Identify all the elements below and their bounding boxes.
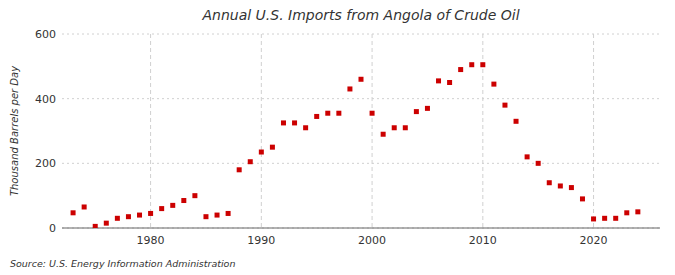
point — [237, 167, 242, 172]
point — [148, 211, 153, 216]
point — [170, 203, 175, 208]
point — [137, 213, 142, 218]
y-grid-line — [62, 228, 660, 229]
y-grid-line — [62, 163, 660, 164]
point — [403, 125, 408, 130]
point — [270, 145, 275, 150]
point — [314, 114, 319, 119]
point — [624, 210, 629, 215]
chart: 0 200 400 600 1980 1990 2000 2010 2020 Annual U.S… — [0, 0, 675, 275]
point — [525, 154, 530, 159]
point — [359, 77, 364, 82]
points — [71, 62, 641, 228]
point — [536, 161, 541, 166]
point — [292, 120, 297, 125]
x-tick-label: 2020 — [580, 234, 608, 247]
point — [447, 80, 452, 85]
x-tick-label: 2010 — [469, 234, 497, 247]
point — [425, 106, 430, 111]
y-tick-label: 600 — [35, 28, 56, 41]
x-grid-line — [150, 34, 151, 228]
point — [93, 224, 98, 228]
point — [569, 185, 574, 190]
grid — [62, 34, 660, 228]
point — [580, 196, 585, 201]
annotation: Source: U.S. Energy Information Administ… — [10, 258, 235, 269]
y-tick-label: 0 — [49, 222, 56, 235]
tick-labels: 0 200 400 600 1980 1990 2000 2010 2020 — [35, 28, 608, 247]
point — [347, 86, 352, 91]
title: Annual U.S. Imports from Angola of Crude… — [201, 7, 519, 23]
x-grid-line — [372, 34, 373, 228]
point — [325, 111, 330, 116]
point — [192, 193, 197, 198]
point — [370, 111, 375, 116]
x-grid-line — [593, 34, 594, 228]
point — [259, 150, 264, 155]
point — [558, 183, 563, 188]
y-tick-label: 200 — [35, 157, 56, 170]
point — [602, 216, 607, 221]
point — [458, 67, 463, 72]
point — [469, 62, 474, 67]
point — [281, 120, 286, 125]
point — [115, 216, 120, 221]
point — [71, 210, 76, 215]
x-axis-line — [62, 228, 660, 229]
point — [126, 214, 131, 219]
point — [502, 103, 507, 108]
point — [82, 204, 87, 209]
point — [381, 132, 386, 137]
point — [215, 213, 220, 218]
x-tick-label: 1980 — [137, 234, 165, 247]
point — [336, 111, 341, 116]
point — [613, 216, 618, 221]
point — [491, 82, 496, 87]
point — [203, 214, 208, 219]
y-tick-label: 400 — [35, 93, 56, 106]
y-grid-line — [62, 34, 660, 35]
point — [591, 216, 596, 221]
x-grid-line — [261, 34, 262, 228]
x-tick-label: 1990 — [247, 234, 275, 247]
y-grid-line — [62, 98, 660, 99]
point — [392, 125, 397, 130]
point — [181, 198, 186, 203]
point — [547, 180, 552, 185]
point — [436, 78, 441, 83]
point — [414, 109, 419, 114]
point — [159, 206, 164, 211]
x-tick-label: 2000 — [358, 234, 386, 247]
point — [226, 211, 231, 216]
point — [480, 62, 485, 67]
point — [104, 221, 109, 226]
y-axis-label: Thousand Barrels per Day — [9, 65, 20, 196]
point — [248, 159, 253, 164]
point — [635, 209, 640, 214]
point — [514, 119, 519, 124]
point — [303, 125, 308, 130]
